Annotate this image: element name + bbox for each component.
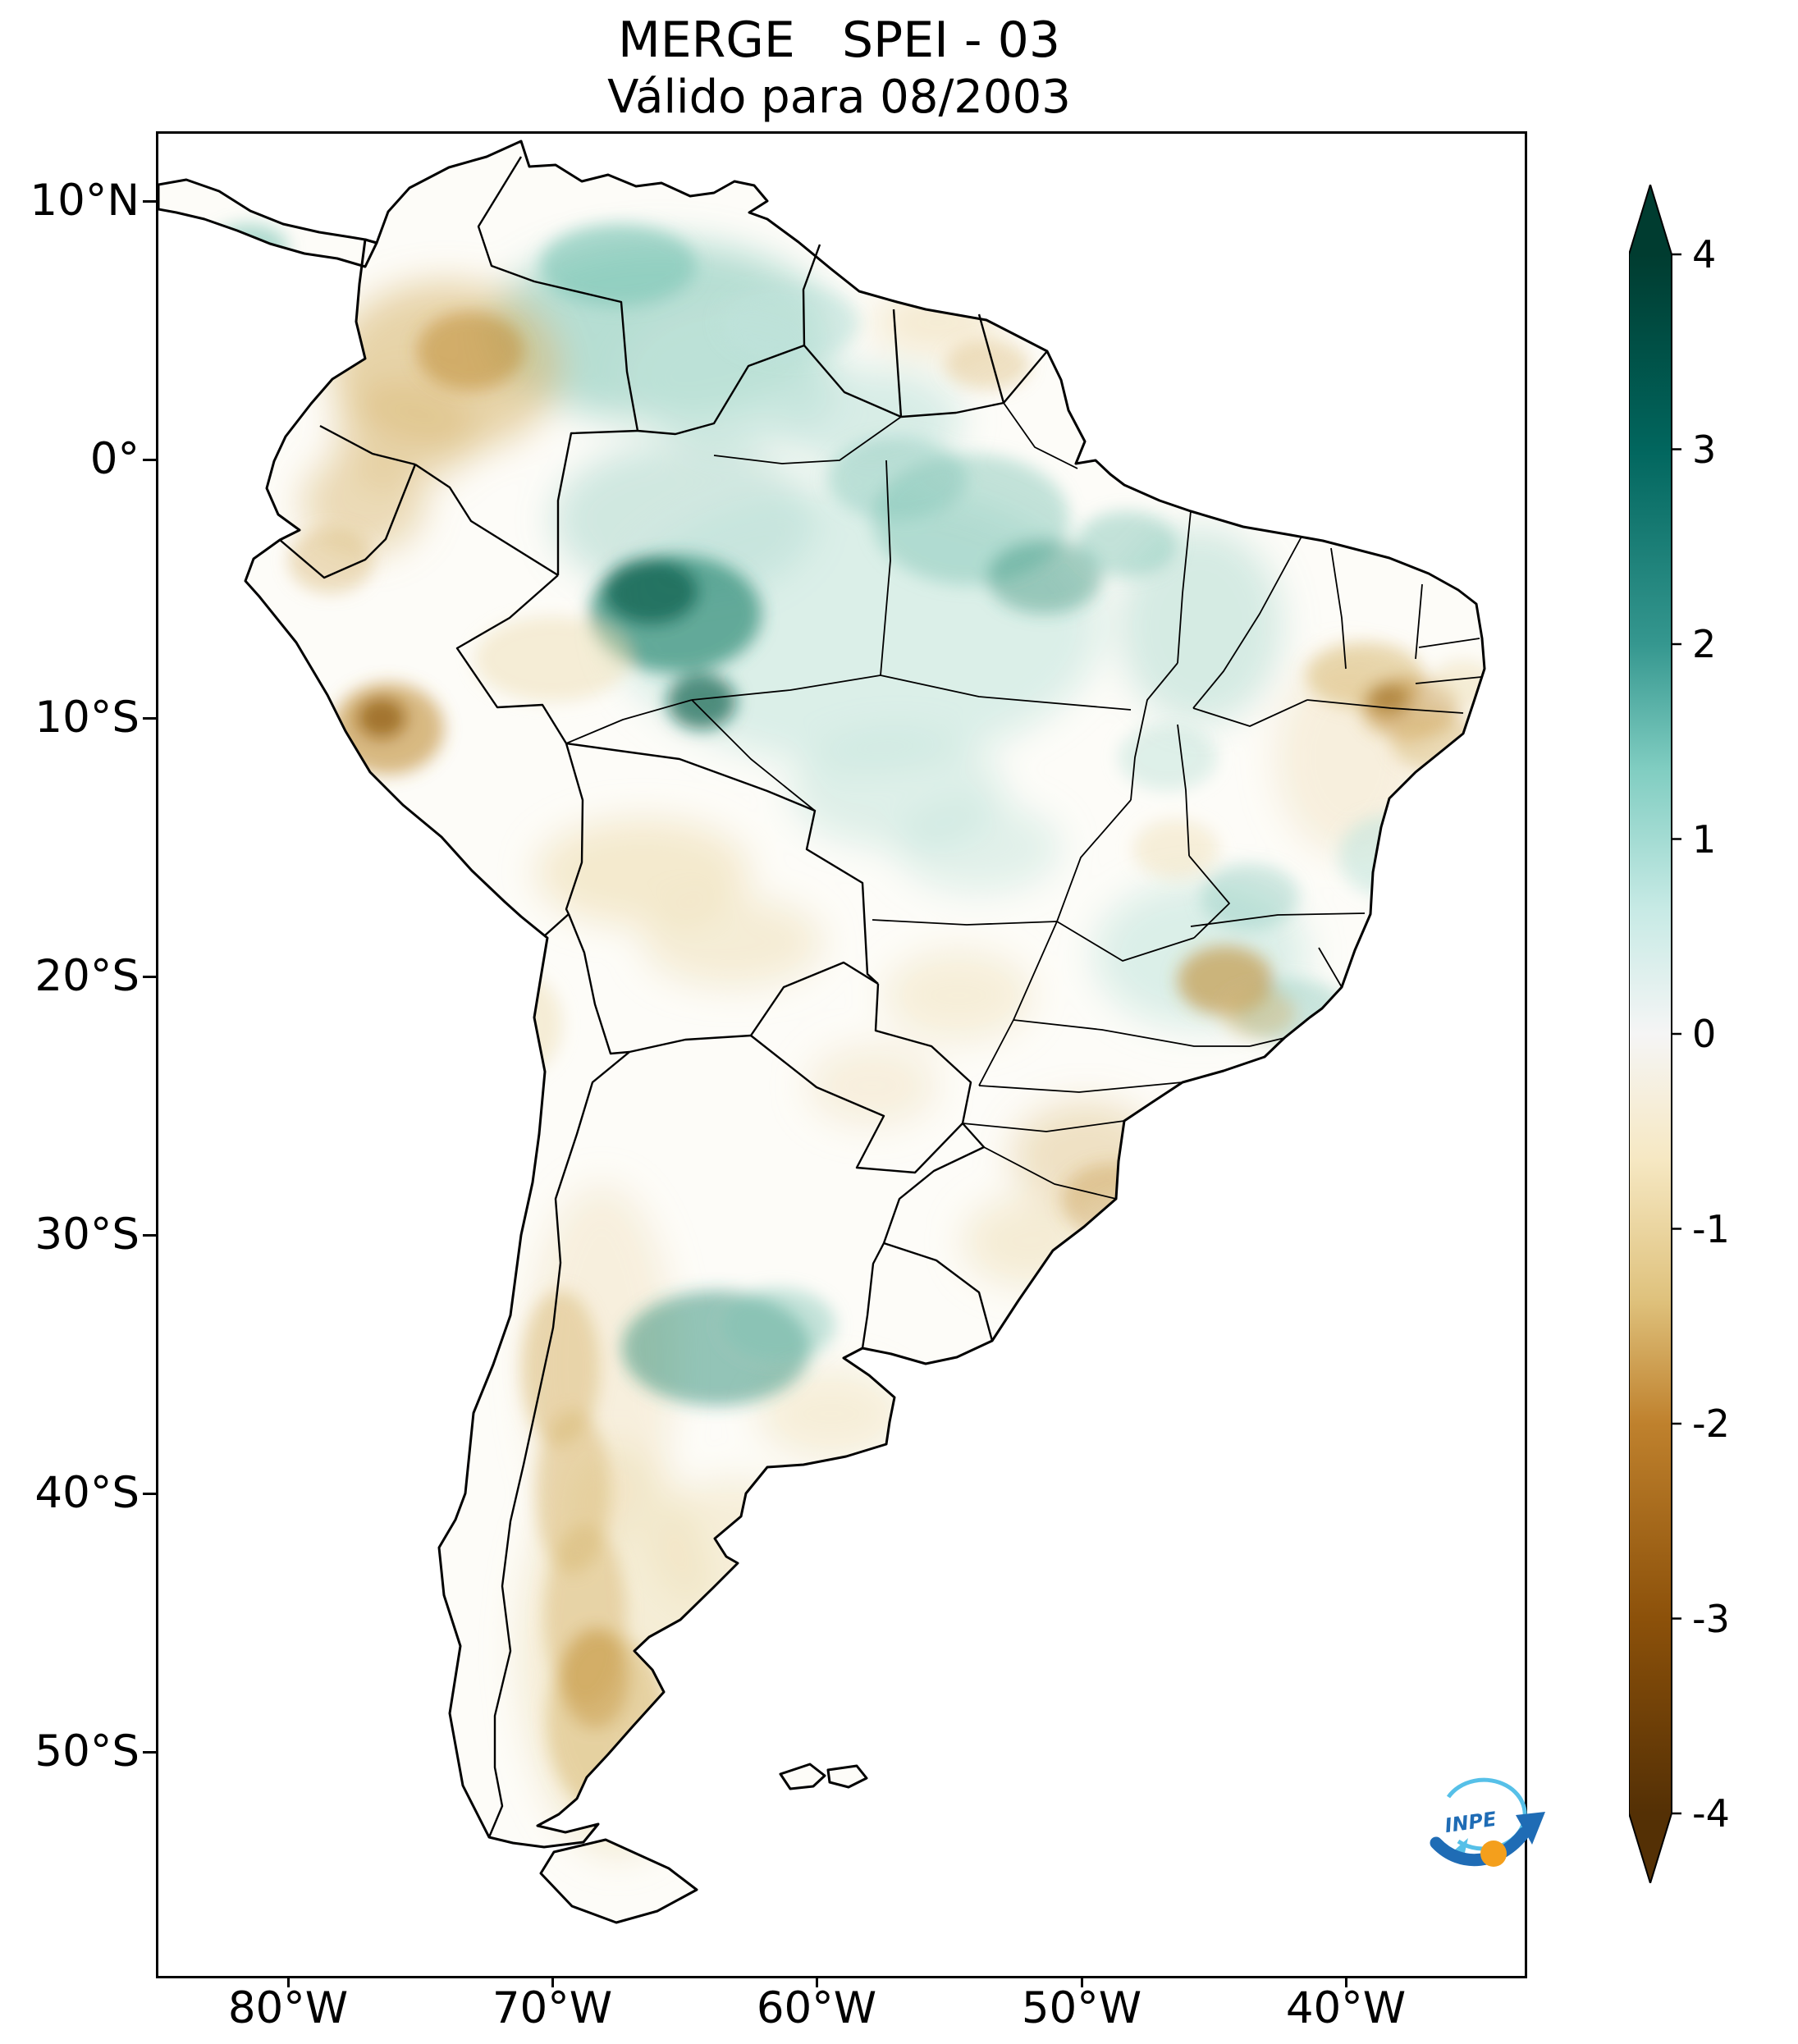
cbar-tick-neg3: -3 [1692,1597,1730,1641]
coastline [158,139,1486,1924]
x-tickmark [551,1974,554,1987]
colorbar-extend-top [1629,185,1672,254]
logo-light-arrowhead [1453,1838,1468,1853]
colorbar-tickmarks [1672,253,1681,1815]
y-tick-0: 0° [89,434,140,484]
y-tickmark [143,1751,156,1754]
cbar-tick-neg4: -4 [1692,1791,1730,1836]
cbar-tick-4: 4 [1692,232,1717,277]
colorbar-graphic [1628,181,1681,1886]
x-tickmark [287,1974,290,1987]
x-tick-70w: 70°W [492,1983,613,2033]
x-tickmark [1081,1974,1083,1987]
x-tick-60w: 60°W [756,1983,877,2033]
y-tick-10n: 10°N [30,176,140,226]
x-tickmark [816,1974,818,1987]
y-tickmark [143,1234,156,1237]
y-tickmark [143,717,156,720]
colorbar [1628,181,1686,1886]
y-tickmark [143,976,156,978]
y-tick-10s: 10°S [34,693,140,743]
south-america-map [158,139,1486,1924]
logo-arrowhead [1516,1812,1545,1845]
logo-orange-dot [1480,1841,1507,1867]
inpe-logo-graphic: INPE [1430,1777,1545,1867]
x-tick-50w: 50°W [1021,1983,1142,2033]
chart-subtitle: Válido para 08/2003 [607,71,1071,124]
y-tick-20s: 20°S [34,951,140,1001]
x-tick-80w: 80°W [227,1983,349,2033]
inpe-logo: INPE [1416,1756,1559,1879]
chart-title: MERGE SPEI - 03 [617,11,1060,69]
map-plot-area [156,131,1527,1978]
y-tick-30s: 30°S [34,1209,140,1260]
cbar-tick-3: 3 [1692,428,1717,472]
x-tickmark [1345,1974,1347,1987]
y-tick-40s: 40°S [34,1468,140,1518]
y-tickmark [143,200,156,203]
country-borders [279,156,1048,1838]
logo-swoosh [1430,1827,1530,1867]
cbar-tick-neg1: -1 [1692,1207,1730,1251]
colorbar-gradient [1629,254,1672,1813]
logo-text: INPE [1443,1808,1498,1838]
cbar-tick-2: 2 [1692,622,1717,666]
state-borders [565,402,1482,1200]
colorbar-extend-bottom [1629,1813,1672,1883]
y-tick-50s: 50°S [34,1726,140,1776]
y-tickmark [143,459,156,461]
cbar-tick-neg2: -2 [1692,1402,1730,1446]
x-tick-40w: 40°W [1285,1983,1407,2033]
y-tickmark [143,1493,156,1495]
cbar-tick-1: 1 [1692,817,1717,862]
cbar-tick-0: 0 [1692,1012,1717,1056]
